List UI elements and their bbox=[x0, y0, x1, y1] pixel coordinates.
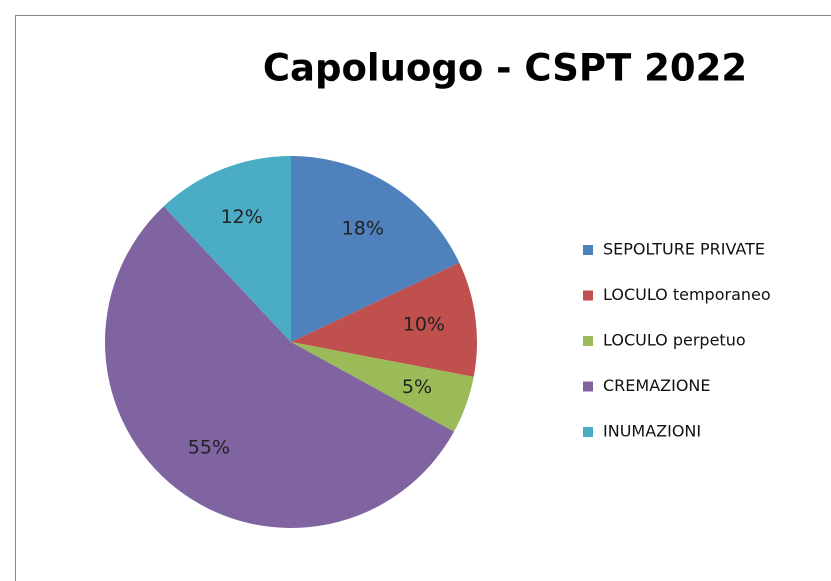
data-label: 5% bbox=[402, 376, 432, 398]
pie-slice bbox=[291, 156, 460, 342]
legend-swatch bbox=[583, 245, 593, 255]
legend-label: INUMAZIONI bbox=[603, 422, 701, 441]
legend-swatch bbox=[583, 427, 593, 437]
legend-label: LOCULO perpetuo bbox=[603, 331, 746, 350]
legend-label: LOCULO temporaneo bbox=[603, 285, 771, 304]
data-label: 55% bbox=[188, 436, 230, 458]
legend-label: CREMAZIONE bbox=[603, 376, 711, 395]
data-label: 18% bbox=[342, 217, 384, 239]
pie-slice bbox=[163, 156, 291, 342]
pie-slice bbox=[291, 342, 474, 432]
pie-slice bbox=[104, 206, 454, 529]
data-label: 10% bbox=[403, 314, 445, 336]
chart-title: Capoluogo - CSPT 2022 bbox=[263, 47, 747, 90]
data-label: 12% bbox=[221, 206, 263, 228]
legend-label: SEPOLTURE PRIVATE bbox=[603, 240, 765, 259]
legend-swatch bbox=[583, 381, 593, 392]
legend-swatch bbox=[583, 290, 593, 301]
pie-slice bbox=[291, 262, 477, 377]
legend-swatch bbox=[583, 336, 593, 346]
